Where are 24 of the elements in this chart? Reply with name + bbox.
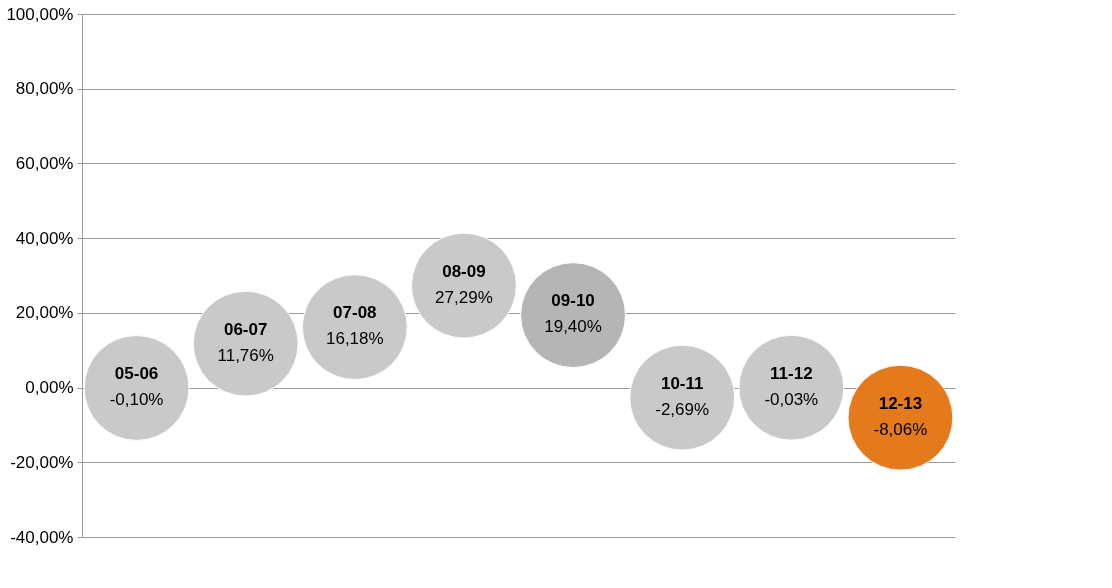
data-label: 27,29%: [435, 287, 493, 307]
data-label: -0,03%: [764, 389, 819, 409]
data-label: -8,06%: [873, 419, 928, 439]
y-tick-label: 20,00%: [15, 303, 74, 323]
x-tick-label: 09-10: [551, 291, 595, 311]
y-tick-label: 40,00%: [15, 228, 74, 248]
x-tick-label: 08-09: [442, 261, 486, 281]
x-tick-label: 05-06: [114, 363, 159, 383]
y-tick-label: -20,00%: [10, 452, 74, 472]
x-tick-label: 11-12: [770, 363, 813, 383]
y-tick-label: 60,00%: [15, 153, 74, 173]
data-label: 16,18%: [325, 329, 384, 349]
data-label: -0,10%: [109, 389, 164, 409]
x-tick-label: 10-11: [660, 373, 704, 393]
data-label: -2,69%: [655, 399, 710, 419]
y-tick-label: 100,00%: [6, 4, 74, 24]
data-label: 19,40%: [544, 317, 602, 337]
y-tick-label: 80,00%: [15, 79, 74, 99]
x-tick-label: 07-08: [333, 303, 377, 323]
data-label: 11,76%: [217, 345, 274, 365]
x-tick-label: 12-13: [878, 393, 923, 413]
y-tick-label: 0,00%: [25, 378, 74, 398]
y-tick-label: -40,00%: [10, 527, 74, 547]
x-tick-label: 06-07: [223, 319, 268, 339]
